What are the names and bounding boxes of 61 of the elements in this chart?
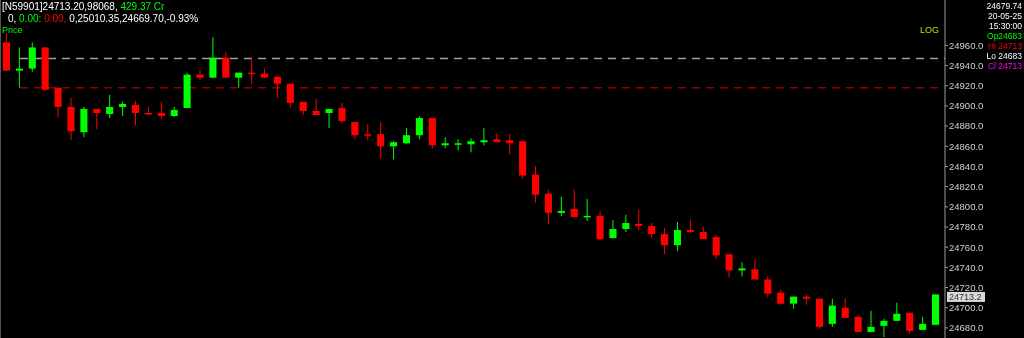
chart-title: [N59901]24713.20,98068, 429.37 Cr [2, 1, 166, 12]
candlestick [867, 310, 875, 333]
candlestick [80, 106, 88, 138]
y-tick-label: 24700.0 [949, 302, 984, 314]
candlestick [635, 209, 643, 231]
candlestick [544, 189, 552, 225]
text: 20-05-25 [987, 11, 1023, 21]
candlestick [338, 102, 346, 124]
text: 24679.74 [986, 1, 1023, 11]
candlestick [467, 137, 475, 153]
y-tick-label: 24860.0 [949, 140, 984, 152]
y-tick-label: 24900.0 [949, 100, 984, 112]
y-tick-label: 24780.0 [949, 221, 984, 233]
y-tick-label: 24740.0 [949, 261, 984, 273]
candlestick [222, 51, 230, 79]
candlestick [506, 133, 514, 155]
candlestick [893, 302, 901, 322]
candlestick [828, 298, 836, 328]
candlestick [673, 221, 682, 252]
text: Hi 24713 [987, 41, 1023, 51]
candlestick [15, 46, 23, 89]
text: Cl 24713 [987, 61, 1023, 71]
candlestick [377, 121, 385, 159]
y-tick-label: 24960.0 [949, 39, 984, 51]
y-tick-label: 24680.0 [949, 322, 984, 334]
y-tick-label: 24720.0 [949, 281, 984, 293]
candlestick [196, 69, 204, 81]
candlestick [531, 165, 540, 204]
y-tick-label: 24840.0 [949, 160, 984, 172]
text: Op24683 [987, 31, 1023, 41]
candlestick [557, 196, 565, 217]
candlestick [764, 275, 772, 299]
candlestick [209, 36, 217, 79]
y-tick-label: 24940.0 [949, 59, 984, 71]
candlestick [286, 83, 294, 109]
candlestick [841, 298, 849, 319]
candlestick [712, 234, 720, 260]
y-axis-title: Price [2, 25, 23, 35]
text: 0, 0.00: 0.00, 0,25010.35,24669.70,-0.93% [8, 13, 199, 24]
text: Lo 24683 [986, 51, 1023, 61]
candlestick [880, 318, 888, 338]
y-tick-label: 24760.0 [949, 241, 984, 253]
candlestick [454, 138, 462, 151]
candlestick [661, 227, 669, 255]
candlestick [738, 261, 746, 277]
candlestick [596, 210, 604, 241]
candlestick [28, 41, 36, 73]
candlestick [570, 189, 578, 218]
annotation: LOG [919, 25, 939, 35]
candlestick [54, 87, 62, 118]
candlestick [131, 100, 140, 126]
y-tick-label: 24800.0 [949, 201, 984, 213]
candlestick [725, 253, 733, 278]
y-tick-label: 24820.0 [949, 180, 984, 192]
y-tick-label: 24880.0 [949, 120, 984, 132]
candlestick [106, 94, 114, 119]
candlestick [480, 127, 488, 146]
text: 15:30:00 [988, 21, 1023, 31]
candlestick [390, 140, 398, 160]
candlestick [415, 115, 423, 140]
y-tick-label: 24920.0 [949, 80, 984, 92]
